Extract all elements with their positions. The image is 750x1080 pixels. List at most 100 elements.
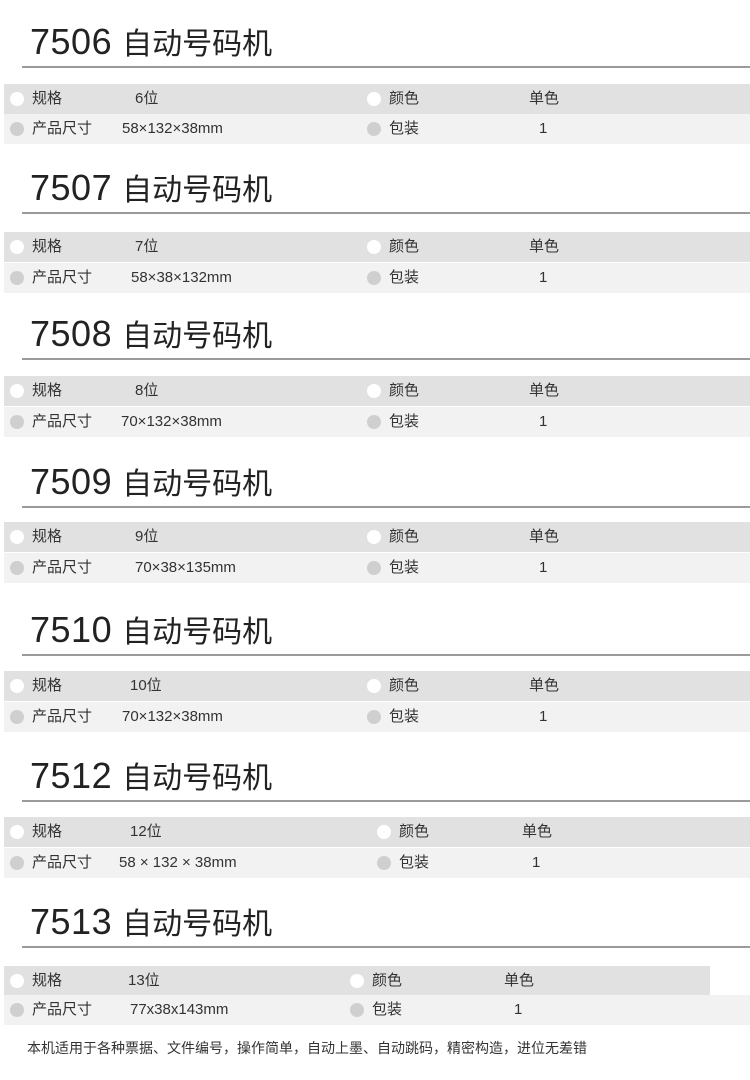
spec-value: 9位: [135, 528, 159, 545]
color-label: 颜色: [389, 677, 420, 694]
pack-value: 1: [539, 120, 548, 137]
size-row: 产品尺寸 70×132×38mm 包装 1: [4, 702, 750, 732]
color-value: 单色: [522, 823, 553, 840]
model-number: 7510: [30, 609, 113, 650]
bullet-icon: [10, 825, 24, 839]
pack-label: 包装: [389, 708, 420, 725]
model-number: 7508: [30, 313, 113, 354]
bullet-icon: [10, 679, 24, 693]
size-label: 产品尺寸: [32, 708, 93, 725]
bullet-icon: [367, 561, 381, 575]
spec-label: 规格: [32, 677, 63, 694]
size-label: 产品尺寸: [32, 413, 93, 430]
divider: [22, 800, 750, 802]
pack-value: 1: [539, 269, 548, 286]
spec-row: 规格 6位 颜色 单色: [4, 84, 750, 114]
product-title: 7513 自动号码机: [30, 900, 272, 947]
divider: [22, 358, 750, 360]
bullet-icon: [10, 122, 24, 136]
bullet-icon: [367, 710, 381, 724]
color-value: 单色: [529, 528, 560, 545]
bullet-icon: [367, 679, 381, 693]
bullet-icon: [367, 92, 381, 106]
divider: [22, 654, 750, 656]
pack-label: 包装: [389, 269, 420, 286]
product-title: 7510 自动号码机: [30, 608, 272, 655]
bullet-icon: [367, 122, 381, 136]
size-value: 77x38x143mm: [130, 1001, 229, 1018]
bullet-icon: [10, 974, 24, 988]
bullet-icon: [10, 415, 24, 429]
color-label: 颜色: [389, 238, 420, 255]
divider: [22, 66, 750, 68]
pack-value: 1: [539, 559, 548, 576]
color-value: 单色: [529, 238, 560, 255]
bullet-icon: [10, 92, 24, 106]
product-title: 7507 自动号码机: [30, 166, 272, 213]
color-label: 颜色: [389, 382, 420, 399]
color-label: 颜色: [372, 972, 403, 989]
product-section: 7510 自动号码机 规格 10位 颜色 单色 产品尺寸 70×132×38mm …: [0, 588, 750, 734]
bullet-icon: [10, 271, 24, 285]
product-title: 7506 自动号码机: [30, 20, 272, 67]
color-value: 单色: [529, 90, 560, 107]
bullet-icon: [10, 384, 24, 398]
pack-label: 包装: [389, 120, 420, 137]
spec-row: 规格 10位 颜色 单色: [4, 671, 750, 701]
model-number: 7506: [30, 21, 113, 62]
pack-value: 1: [539, 413, 548, 430]
spec-label: 规格: [32, 382, 63, 399]
bullet-icon: [367, 530, 381, 544]
divider: [22, 946, 750, 948]
spec-row: 规格 13位 颜色 单色: [4, 966, 710, 996]
model-number: 7512: [30, 755, 113, 796]
size-value: 70×132×38mm: [121, 413, 222, 430]
bullet-icon: [377, 825, 391, 839]
size-row: 产品尺寸 77x38x143mm 包装 1: [4, 995, 750, 1025]
spec-value: 7位: [135, 238, 159, 255]
bullet-icon: [10, 240, 24, 254]
product-section: 7512 自动号码机 规格 12位 颜色 单色 产品尺寸 58 × 132 × 3…: [0, 734, 750, 880]
bullet-icon: [10, 856, 24, 870]
size-label: 产品尺寸: [32, 269, 93, 286]
size-label: 产品尺寸: [32, 120, 93, 137]
model-number: 7507: [30, 167, 113, 208]
product-name: 自动号码机: [122, 616, 273, 649]
color-value: 单色: [504, 972, 535, 989]
product-name: 自动号码机: [122, 320, 273, 353]
color-value: 单色: [529, 382, 560, 399]
size-value: 58 × 132 × 38mm: [119, 854, 237, 871]
bullet-icon: [367, 240, 381, 254]
product-section: 7513 自动号码机 规格 13位 颜色 单色 产品尺寸 77x38x143mm …: [0, 880, 750, 1026]
size-row: 产品尺寸 70×132×38mm 包装 1: [4, 407, 750, 437]
product-title: 7509 自动号码机: [30, 460, 272, 507]
spec-row: 规格 12位 颜色 单色: [4, 817, 750, 847]
product-name: 自动号码机: [122, 468, 273, 501]
spec-label: 规格: [32, 823, 63, 840]
spec-row: 规格 9位 颜色 单色: [4, 522, 750, 552]
product-name: 自动号码机: [122, 762, 273, 795]
spec-value: 8位: [135, 382, 159, 399]
size-value: 58×38×132mm: [131, 269, 232, 286]
bullet-icon: [350, 1003, 364, 1017]
product-section: 7509 自动号码机 规格 9位 颜色 单色 产品尺寸 70×38×135mm 包…: [0, 440, 750, 586]
color-value: 单色: [529, 677, 560, 694]
product-name: 自动号码机: [122, 174, 273, 207]
bullet-icon: [10, 710, 24, 724]
product-name: 自动号码机: [122, 28, 273, 61]
size-label: 产品尺寸: [32, 854, 93, 871]
bullet-icon: [10, 530, 24, 544]
spec-value: 12位: [130, 823, 162, 840]
bullet-icon: [367, 271, 381, 285]
product-section: 7506 自动号码机 规格 6位 颜色 单色 产品尺寸 58×132×38mm 包…: [0, 0, 750, 146]
size-row: 产品尺寸 58×38×132mm 包装 1: [4, 263, 750, 293]
spec-label: 规格: [32, 90, 63, 107]
model-number: 7509: [30, 461, 113, 502]
pack-label: 包装: [389, 413, 420, 430]
pack-label: 包装: [372, 1001, 403, 1018]
spec-row: 规格 8位 颜色 单色: [4, 376, 750, 406]
size-label: 产品尺寸: [32, 559, 93, 576]
size-row: 产品尺寸 70×38×135mm 包装 1: [4, 553, 750, 583]
spec-value: 10位: [130, 677, 162, 694]
size-row: 产品尺寸 58 × 132 × 38mm 包装 1: [4, 848, 750, 878]
